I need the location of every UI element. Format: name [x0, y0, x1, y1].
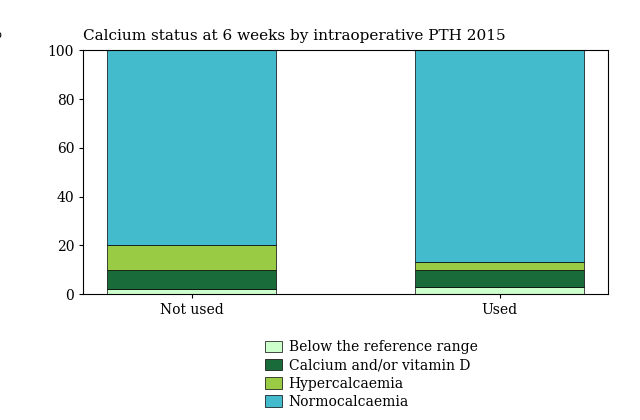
Bar — [415, 50, 584, 262]
Bar — [107, 289, 276, 294]
Bar — [107, 245, 276, 270]
Bar — [107, 50, 276, 245]
Text: %: % — [0, 26, 2, 41]
Bar — [415, 287, 584, 294]
Bar — [415, 262, 584, 270]
Text: Calcium status at 6 weeks by intraoperative PTH 2015: Calcium status at 6 weeks by intraoperat… — [83, 29, 506, 43]
Bar — [415, 270, 584, 287]
Bar — [107, 270, 276, 289]
Legend: Below the reference range, Calcium and/or vitamin D, Hypercalcaemia, Normocalcae: Below the reference range, Calcium and/o… — [265, 340, 477, 409]
